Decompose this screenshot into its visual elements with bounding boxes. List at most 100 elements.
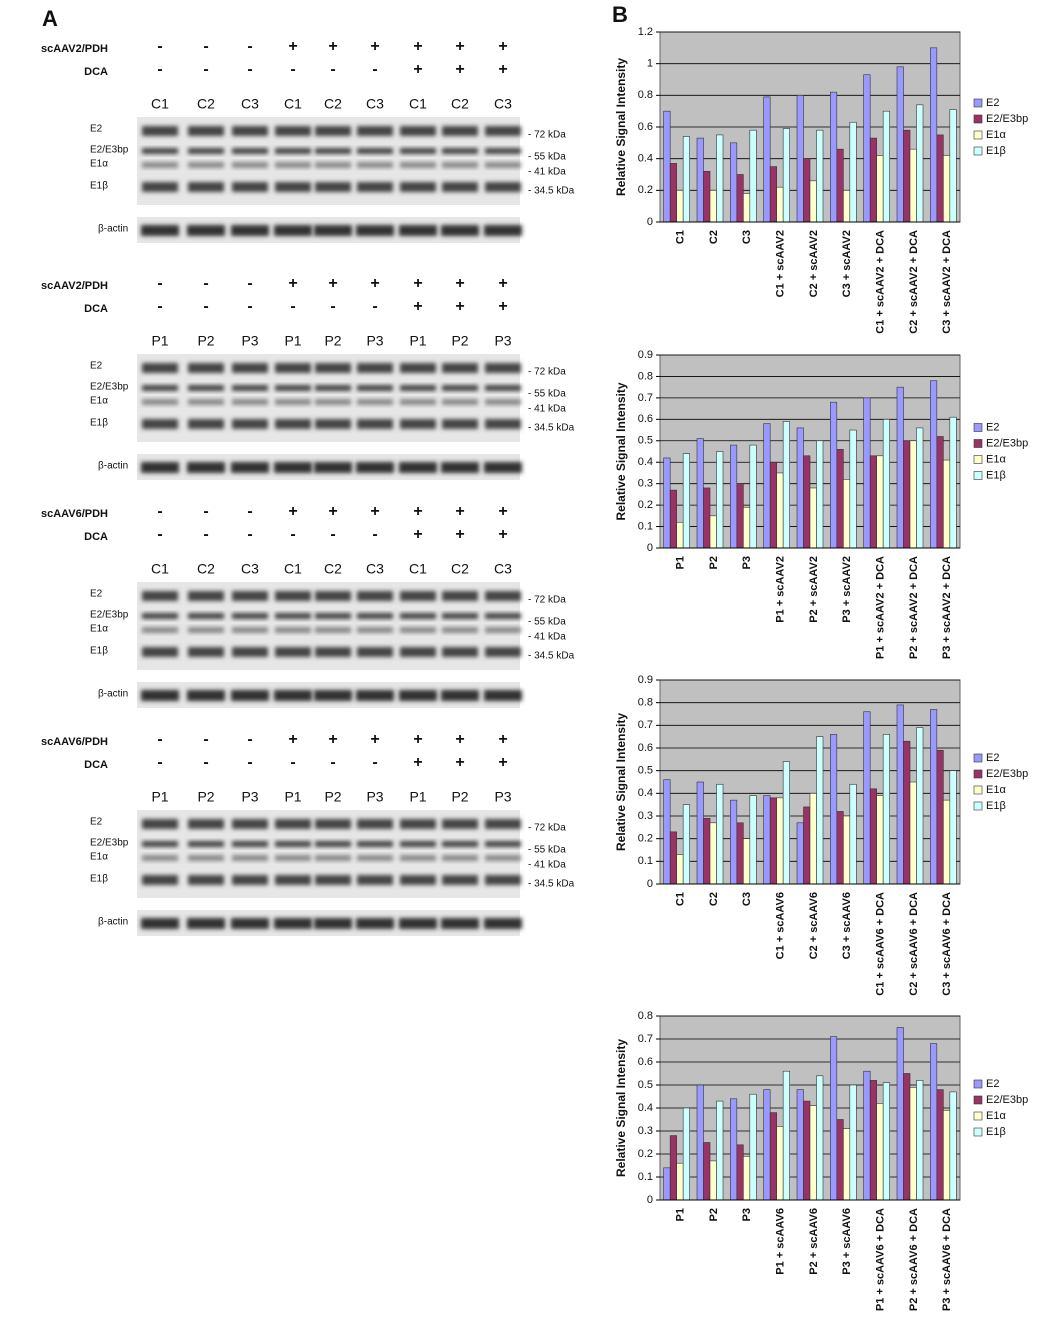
loading-label: β-actin <box>98 689 128 700</box>
x-tick-label: P1 + scAAV2 + DCA <box>875 556 887 659</box>
band-label: E1α <box>90 852 108 863</box>
actin-band <box>356 225 394 236</box>
blot-band <box>357 627 393 633</box>
bar <box>916 104 924 223</box>
treatment-sign: + <box>370 731 379 748</box>
bar <box>676 190 684 223</box>
lane-label: P1 <box>151 789 168 805</box>
y-tick-label: 0.6 <box>638 742 653 754</box>
bar <box>949 1091 957 1201</box>
bar <box>776 1126 784 1201</box>
bar <box>816 129 824 223</box>
legend-label: E2 <box>986 1078 999 1090</box>
y-axis-label: Relative Signal Intensity <box>614 1039 628 1177</box>
bar <box>796 95 804 223</box>
blot-band <box>315 126 351 136</box>
bar <box>882 419 890 549</box>
blot-band <box>442 399 478 405</box>
blot-band <box>275 419 311 429</box>
dca-sign: - <box>157 61 162 78</box>
bar <box>943 799 951 885</box>
blot-band <box>315 841 351 847</box>
blot-band <box>485 419 521 429</box>
blot-band <box>232 647 268 657</box>
blot-band <box>275 591 311 601</box>
bar <box>769 166 777 223</box>
lane-label: P3 <box>241 789 258 805</box>
lane-label: P3 <box>366 333 383 349</box>
bar <box>796 427 804 549</box>
lane-label: C3 <box>494 561 512 577</box>
band-label: E1α <box>90 624 108 635</box>
treatment-sign: - <box>247 731 252 748</box>
bar <box>782 1070 790 1201</box>
bar <box>830 401 838 549</box>
treatment-sign: + <box>498 38 507 55</box>
blot-band <box>188 647 224 657</box>
y-tick-label: 0.4 <box>638 787 653 799</box>
bar <box>882 734 890 885</box>
bar <box>696 1084 704 1201</box>
treatment-sign: + <box>413 731 422 748</box>
x-tick-label: C3 + scAAV2 + DCA <box>941 230 953 334</box>
bar <box>663 110 671 223</box>
x-tick-label: C2 + scAAV2 <box>808 230 820 297</box>
dca-sign: - <box>247 526 252 543</box>
dca-sign: + <box>455 526 464 543</box>
legend-swatch <box>973 801 983 811</box>
actin-band <box>187 225 225 236</box>
bar <box>696 438 704 549</box>
bar <box>676 1162 684 1201</box>
blot-band <box>485 162 521 168</box>
lane-label: P2 <box>451 789 468 805</box>
y-tick-label: 0.4 <box>638 1102 653 1114</box>
band-label: E1α <box>90 396 108 407</box>
x-tick-label: C3 + scAAV2 <box>841 230 853 297</box>
blot-band <box>188 819 224 829</box>
bar <box>716 783 724 885</box>
actin-band <box>187 918 225 929</box>
blot-band <box>142 399 178 405</box>
bar <box>936 436 944 549</box>
lane-label: P2 <box>197 789 214 805</box>
actin-band <box>141 462 179 473</box>
dca-sign: + <box>455 298 464 315</box>
treatment-sign: + <box>370 503 379 520</box>
actin-band <box>484 918 522 929</box>
y-tick-label: 0.7 <box>638 392 653 404</box>
dca-label: DCA <box>84 66 108 78</box>
treatment-sign: + <box>328 275 337 292</box>
legend-swatch <box>973 785 983 795</box>
band-label: E1β <box>90 646 108 657</box>
treatment-sign: + <box>370 275 379 292</box>
blot-band <box>485 875 521 885</box>
band-label: E1β <box>90 418 108 429</box>
bar <box>830 91 838 223</box>
legend-swatch <box>973 1079 983 1089</box>
actin-band <box>187 690 225 701</box>
bar <box>916 1080 924 1201</box>
dca-sign: - <box>372 526 377 543</box>
y-tick-label: 0.4 <box>638 456 653 468</box>
x-tick-label: P1 <box>675 556 687 569</box>
actin-band <box>484 225 522 236</box>
blot-band <box>400 162 436 168</box>
bar <box>769 461 777 549</box>
treatment-sign: + <box>498 731 507 748</box>
dca-sign: - <box>247 61 252 78</box>
y-tick-label: 0.8 <box>638 89 653 101</box>
blot-band <box>142 613 178 619</box>
lane-label: C3 <box>241 561 259 577</box>
blot-band <box>357 399 393 405</box>
band-label: E1α <box>90 159 108 170</box>
blot-band <box>485 819 521 829</box>
treatment-sign: + <box>413 38 422 55</box>
x-tick-label: C1 + scAAV6 <box>775 892 787 959</box>
treatment-sign: - <box>203 275 208 292</box>
bar <box>930 380 938 549</box>
actin-band <box>399 225 437 236</box>
dca-sign: - <box>330 298 335 315</box>
lane-label: P1 <box>151 333 168 349</box>
y-tick-label: 0.6 <box>638 1056 653 1068</box>
